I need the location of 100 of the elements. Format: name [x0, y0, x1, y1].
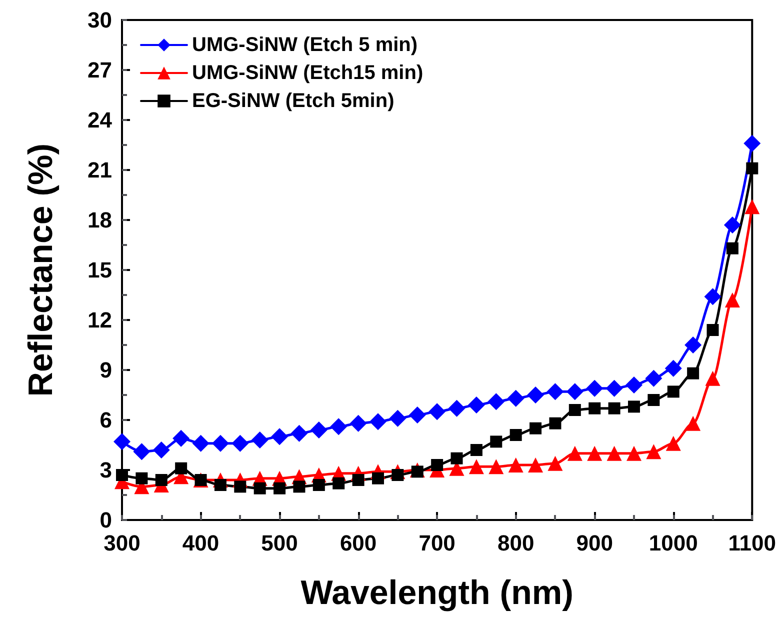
y-tick-label: 12 [88, 308, 112, 332]
x-tick-label: 700 [418, 530, 456, 556]
y-tick-label: 21 [88, 158, 112, 182]
point [549, 417, 562, 430]
point [389, 410, 406, 427]
y-tick-label: 18 [88, 208, 112, 232]
point [528, 458, 544, 472]
point [606, 380, 623, 397]
point [352, 474, 364, 486]
point [234, 480, 246, 493]
point [392, 469, 404, 481]
point [310, 422, 328, 438]
y-tick-label: 3 [100, 458, 112, 482]
y-tick-label: 15 [88, 258, 112, 282]
point [587, 446, 602, 461]
point [490, 436, 502, 448]
point [687, 367, 700, 380]
point [568, 404, 581, 416]
point [746, 162, 758, 174]
point [116, 469, 128, 481]
point [428, 403, 446, 420]
point [645, 370, 662, 387]
point [606, 446, 622, 461]
legend-label: UMG-SiNW (Etch15 min) [192, 62, 424, 84]
point [546, 383, 564, 400]
x-tick-label: 1000 [648, 530, 698, 556]
point [431, 459, 444, 471]
point [608, 402, 620, 414]
point [566, 383, 584, 400]
x-axis-title: Wavelength (nm) [300, 574, 574, 612]
x-tick-label: 500 [261, 530, 298, 556]
point [684, 336, 702, 354]
point [448, 400, 466, 417]
point [332, 477, 345, 490]
y-tick-label: 9 [100, 358, 112, 382]
point [664, 360, 682, 377]
point [548, 456, 563, 471]
point [411, 466, 424, 478]
point [507, 390, 524, 407]
point [254, 482, 266, 494]
point [192, 434, 210, 452]
point [212, 434, 229, 452]
y-axis-title: Reflectance (%) [22, 143, 60, 397]
point [468, 396, 485, 414]
x-tick-label: 800 [497, 530, 534, 556]
point [626, 446, 642, 461]
x-tick-label: 1100 [728, 530, 776, 556]
point [175, 462, 188, 474]
point [470, 444, 482, 456]
point [628, 400, 640, 413]
point [214, 479, 226, 491]
point [488, 393, 505, 410]
point [372, 472, 384, 484]
x-tick-label: 600 [340, 530, 377, 556]
point [330, 418, 348, 436]
point [704, 288, 722, 306]
point [666, 436, 681, 451]
point [152, 442, 170, 458]
point [350, 414, 367, 432]
point [510, 429, 522, 441]
point [290, 424, 308, 442]
point [133, 443, 150, 460]
point [527, 386, 544, 404]
point [274, 482, 286, 494]
point [408, 406, 426, 424]
point [726, 242, 738, 254]
point [293, 480, 306, 493]
point [625, 376, 642, 394]
y-tick-label: 30 [88, 8, 112, 32]
point [724, 216, 741, 234]
point [744, 199, 760, 214]
point [667, 386, 680, 398]
point [567, 446, 582, 461]
point [232, 434, 249, 452]
point [136, 472, 148, 484]
point [468, 459, 484, 474]
point [586, 380, 604, 397]
point [744, 134, 761, 152]
point [530, 422, 542, 434]
point [588, 402, 601, 414]
point [114, 433, 130, 450]
point [312, 479, 325, 491]
point [646, 444, 662, 460]
x-tick-label: 900 [576, 530, 613, 556]
point [251, 432, 268, 448]
point [369, 413, 386, 430]
y-tick-label: 0 [100, 508, 112, 532]
x-tick-label: 300 [104, 530, 140, 556]
point [706, 324, 719, 336]
point [172, 430, 190, 447]
point [686, 416, 701, 431]
x-tick-label: 400 [182, 530, 220, 556]
y-tick-label: 24 [88, 108, 113, 132]
point [155, 474, 168, 486]
point [724, 292, 740, 308]
point [508, 458, 524, 472]
legend-label: EG-SiNW (Etch 5min) [192, 90, 394, 112]
point [648, 394, 660, 406]
point [705, 370, 720, 386]
y-tick-label: 27 [88, 58, 112, 82]
